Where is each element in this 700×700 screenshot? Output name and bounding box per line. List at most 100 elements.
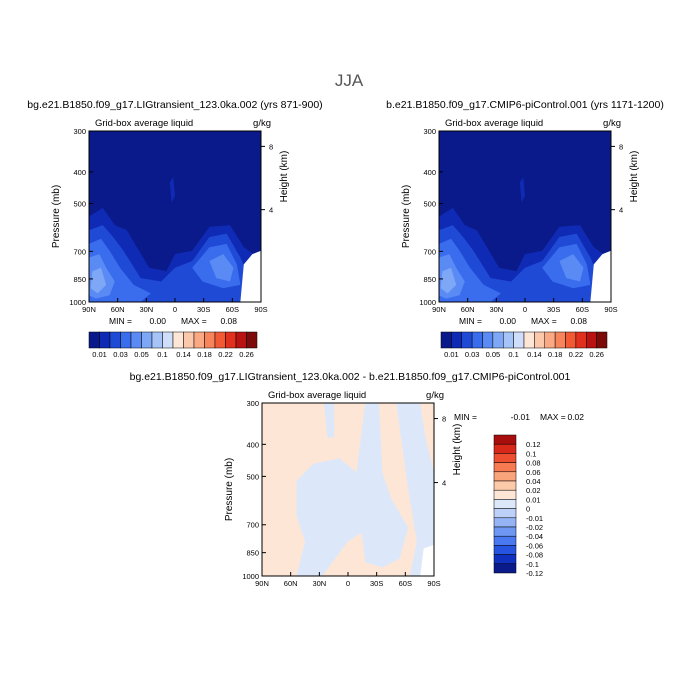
x-tick-label: 60S (226, 305, 239, 314)
panel-subtitle-right: g/kg (253, 118, 271, 129)
panel-subtitle-left: Grid-box average liquid (268, 390, 366, 401)
colorbar-swatch (503, 331, 514, 349)
max-value: 0.08 (220, 316, 237, 326)
colorbar-label: -0.08 (526, 551, 543, 560)
topography-mask (420, 544, 434, 576)
contour-level-4b (209, 254, 234, 282)
colorbar-swatch (493, 471, 517, 482)
contour-spot (519, 177, 525, 203)
colorbar-swatch (193, 331, 205, 349)
colorbar-swatch (493, 563, 517, 574)
y-tick-label: 850 (73, 275, 86, 284)
min-label: MIN = (109, 316, 132, 326)
colorbar-swatch (120, 331, 132, 349)
y-axis-label: Pressure (mb) (51, 185, 62, 248)
colorbar-label: 0.02 (526, 486, 541, 495)
y-tick-label: 700 (73, 247, 86, 256)
y-tick-label: 300 (73, 127, 86, 136)
y-tick-label: 700 (246, 521, 259, 530)
colorbar-label: 0.18 (197, 350, 212, 359)
y-tick-label: 1000 (242, 572, 259, 581)
colorbar-swatch (162, 331, 174, 349)
colorbar-label: -0.04 (526, 532, 543, 541)
colorbar-swatch (493, 554, 517, 565)
colorbar-swatch (204, 331, 216, 349)
colorbar-swatch (451, 331, 462, 349)
y-tick-label: 400 (423, 168, 436, 177)
diff-level-neg1b (396, 403, 434, 576)
y-tick-label: 500 (246, 472, 259, 481)
panel-subtitle-right: g/kg (603, 118, 621, 129)
panel-2: b.e21.B1850.f09_g17.CMIP6-piControl.001 … (386, 99, 664, 359)
colorbar-label: -0.1 (526, 560, 539, 569)
diff-level-neg1c (323, 403, 335, 438)
min-label: MIN = (454, 412, 477, 422)
colorbar-swatch (246, 331, 258, 349)
y-tick-label: 850 (423, 275, 436, 284)
x-tick-label: 0 (523, 305, 527, 314)
x-tick-label: 90S (254, 305, 267, 314)
panel-subtitle-left: Grid-box average liquid (95, 118, 193, 129)
max-label: MAX = (540, 412, 566, 422)
y-tick-label: 300 (246, 399, 259, 408)
contour-spot (169, 177, 175, 203)
colorbar-label: 0.01 (92, 350, 107, 359)
x-tick-label: 30S (547, 305, 560, 314)
colorbar-label: -0.06 (526, 541, 543, 550)
colorbar-swatch (575, 331, 587, 349)
colorbar-swatch (596, 331, 608, 349)
y-right-tick-label: 8 (269, 142, 273, 151)
colorbar-swatch (493, 508, 517, 519)
y-tick-label: 700 (423, 247, 436, 256)
colorbar-swatch (492, 331, 504, 349)
y-right-tick-label: 4 (269, 206, 273, 215)
contour-level-5 (440, 267, 457, 294)
colorbar-label: 0.05 (486, 350, 501, 359)
y-tick-label: 1000 (69, 298, 86, 307)
colorbar-label: 0.26 (589, 350, 604, 359)
x-tick-label: 30N (312, 579, 326, 588)
contour-level-5 (90, 267, 107, 294)
colorbar-label: 0.03 (465, 350, 480, 359)
max-value: 0.08 (570, 316, 587, 326)
colorbar-label: -0.02 (526, 523, 543, 532)
min-value: 0.00 (499, 316, 516, 326)
x-tick-label: 60S (399, 579, 412, 588)
colorbar-swatch (493, 526, 517, 537)
colorbar-swatch (88, 331, 100, 349)
colorbar-swatch (151, 331, 163, 349)
figure-title: JJA (335, 71, 364, 90)
colorbar-swatch (235, 331, 247, 349)
min-value: -0.01 (511, 412, 531, 422)
x-tick-label: 30S (197, 305, 210, 314)
x-tick-label: 90N (432, 305, 446, 314)
colorbar-swatch (141, 331, 153, 349)
colorbar-label: 0.26 (239, 350, 254, 359)
colorbar-swatch (493, 434, 517, 445)
colorbar-swatch (565, 331, 577, 349)
colorbar-label: 0.22 (218, 350, 233, 359)
topography-mask (240, 250, 261, 302)
panel-1: bg.e21.B1850.f09_g17.LIGtransient_123.0k… (27, 99, 322, 359)
y-axis-label: Pressure (mb) (224, 458, 235, 521)
y-tick-label: 400 (246, 440, 259, 449)
max-label: MAX = (181, 316, 207, 326)
x-tick-label: 30N (139, 305, 153, 314)
colorbar-swatch (109, 331, 121, 349)
x-tick-label: 90S (427, 579, 440, 588)
x-tick-label: 60S (576, 305, 589, 314)
colorbar-label: 0.14 (527, 350, 542, 359)
y-tick-label: 850 (246, 549, 259, 558)
colorbar-swatch (493, 545, 517, 555)
colorbar-swatch (493, 443, 517, 454)
topography-mask (590, 250, 611, 302)
x-tick-label: 30S (370, 579, 383, 588)
colorbar-label: 0.06 (526, 468, 541, 477)
y-axis-right-label: Height (km) (452, 424, 463, 476)
panel-3: bg.e21.B1850.f09_g17.LIGtransient_123.0k… (130, 371, 585, 588)
colorbar-swatch (493, 453, 517, 463)
colorbar-swatch (99, 331, 111, 349)
colorbar-swatch (225, 331, 237, 349)
colorbar: 0.01 0.03 0.05 0.1 0.14 0.18 0.22 0.26 (88, 331, 258, 359)
x-tick-label: 0 (346, 579, 350, 588)
